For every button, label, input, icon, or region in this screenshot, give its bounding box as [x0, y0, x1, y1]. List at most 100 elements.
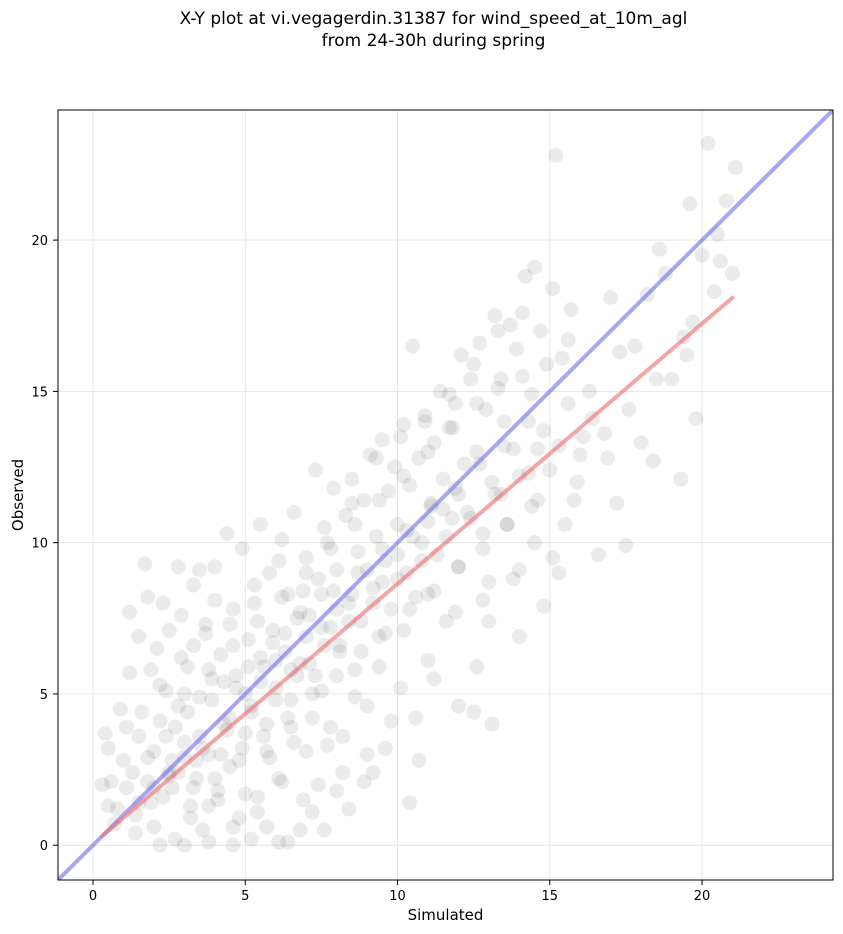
- scatter-point: [316, 520, 332, 536]
- chart-title-line-1: X-Y plot at vi.vegagerdin.31387 for wind…: [179, 9, 688, 29]
- scatter-point: [207, 559, 223, 575]
- scatter-point: [408, 710, 424, 726]
- scatter-point: [548, 147, 564, 163]
- scatter-point: [115, 752, 131, 768]
- scatter-point: [664, 371, 680, 387]
- scatter-point: [347, 662, 363, 678]
- scatter-point: [182, 798, 198, 814]
- scatter-point: [539, 356, 555, 372]
- scatter-point: [545, 281, 561, 297]
- scatter-point: [146, 743, 162, 759]
- scatter-point: [371, 492, 387, 508]
- scatter-point: [536, 598, 552, 614]
- scatter-point: [210, 792, 226, 808]
- scatter-point: [481, 613, 497, 629]
- scatter-point: [441, 386, 457, 402]
- scatter-point: [511, 562, 527, 578]
- scatter-point: [603, 290, 619, 306]
- scatter-point: [225, 819, 241, 835]
- scatter-point: [377, 625, 393, 641]
- y-axis-ticks: 0 5 10 15 20: [31, 234, 58, 854]
- scatter-point: [207, 771, 223, 787]
- scatter-point: [112, 701, 128, 717]
- scatter-point: [447, 604, 463, 620]
- scatter-point: [274, 532, 290, 548]
- scatter-point: [298, 743, 314, 759]
- scatter-point: [280, 834, 296, 850]
- scatter-point: [140, 749, 156, 765]
- scatter-point: [487, 308, 503, 324]
- scatter-point: [393, 429, 409, 445]
- scatter-point: [131, 728, 147, 744]
- scatter-point: [554, 350, 570, 366]
- y-tick-label: 0: [40, 839, 48, 854]
- x-tick-label: 15: [542, 889, 559, 904]
- x-tick-label: 20: [694, 889, 711, 904]
- scatter-point: [420, 586, 436, 602]
- scatter-point: [673, 471, 689, 487]
- scatter-point: [450, 698, 466, 714]
- scatter-point: [289, 610, 305, 626]
- scatter-point: [688, 411, 704, 427]
- scatter-point: [481, 574, 497, 590]
- chart-title: X-Y plot at vi.vegagerdin.31387 for wind…: [0, 8, 843, 52]
- scatter-point: [234, 740, 250, 756]
- scatter-point: [685, 314, 701, 330]
- scatter-point: [259, 743, 275, 759]
- scatter-point: [469, 444, 485, 460]
- scatter-point: [402, 477, 418, 493]
- scatter-point: [167, 831, 183, 847]
- scatter-point: [243, 704, 259, 720]
- scatter-point: [377, 740, 393, 756]
- scatter-point: [167, 719, 183, 735]
- scatter-point: [243, 831, 259, 847]
- scatter-point: [469, 659, 485, 675]
- scatter-point: [341, 801, 357, 817]
- scatter-point: [420, 653, 436, 669]
- scatter-point: [240, 659, 256, 675]
- scatter-point: [283, 719, 299, 735]
- scatter-point: [530, 441, 546, 457]
- scatter-point: [173, 607, 189, 623]
- scatter-point: [237, 786, 253, 802]
- x-axis-label: Simulated: [408, 906, 484, 924]
- scatter-point: [231, 810, 247, 826]
- scatter-point: [475, 541, 491, 557]
- scatter-point: [612, 344, 628, 360]
- scatter-point: [396, 417, 412, 433]
- scatter-point: [256, 728, 272, 744]
- scatter-point: [368, 529, 384, 545]
- scatter-point: [109, 801, 125, 817]
- scatter-point: [155, 789, 171, 805]
- scatter-point: [304, 686, 320, 702]
- scatter-point: [706, 284, 722, 300]
- scatter-point: [286, 734, 302, 750]
- scatter-point: [192, 689, 208, 705]
- scatter-point: [466, 356, 482, 372]
- scatter-point: [712, 253, 728, 269]
- scatter-point: [426, 583, 442, 599]
- scatter-point: [192, 562, 208, 578]
- scatter-point: [323, 541, 339, 557]
- plot-frame: [57, 109, 834, 881]
- scatter-point: [152, 677, 168, 693]
- scatter-point: [268, 653, 284, 669]
- scatter-point: [347, 516, 363, 532]
- scatter-point: [246, 595, 262, 611]
- scatter-point: [365, 580, 381, 596]
- scatter-point: [149, 641, 165, 657]
- scatter-point: [450, 559, 466, 575]
- scatter-point: [268, 692, 284, 708]
- scatter-point: [356, 774, 372, 790]
- scatter-point: [234, 541, 250, 557]
- scatter-point: [524, 386, 540, 402]
- scatter-point: [335, 728, 351, 744]
- scatter-point: [307, 668, 323, 684]
- scatter-point: [411, 752, 427, 768]
- scatter-point: [514, 305, 530, 321]
- scatter-point: [560, 395, 576, 411]
- scatter-point: [383, 601, 399, 617]
- scatter-point: [417, 408, 433, 424]
- scatter-point: [545, 550, 561, 566]
- scatter-point: [502, 317, 518, 333]
